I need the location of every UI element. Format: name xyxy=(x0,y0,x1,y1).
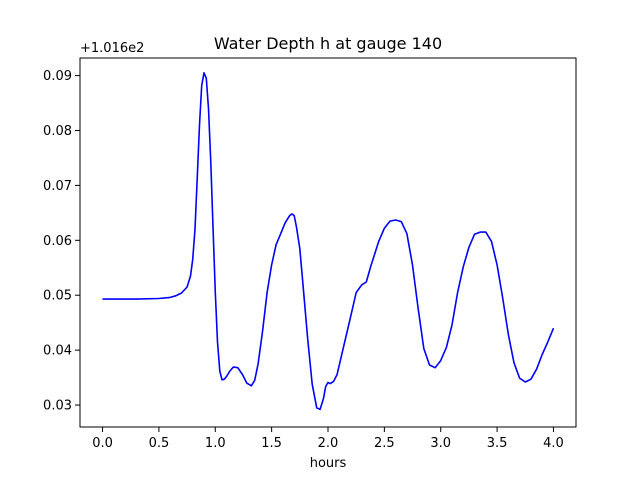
plot-frame xyxy=(79,57,577,428)
chart-title: Water Depth h at gauge 140 xyxy=(214,34,442,53)
y-axis: 0.03 0.04 0.05 0.06 0.07 0.08 0.09 xyxy=(43,69,80,414)
x-axis: 0.0 0.5 1.0 1.5 2.0 2.5 3.0 3.5 4.0 xyxy=(92,427,564,451)
y-tick-label: 0.06 xyxy=(43,234,72,249)
x-tick-label: 2.0 xyxy=(318,436,339,451)
x-tick-label: 3.0 xyxy=(430,436,451,451)
y-tick-label: 0.09 xyxy=(43,69,72,84)
x-tick-label: 1.5 xyxy=(261,436,282,451)
y-tick-label: 0.03 xyxy=(43,399,72,414)
x-axis-label: hours xyxy=(310,456,347,471)
x-tick-label: 0.5 xyxy=(149,436,170,451)
y-offset-label: +1.016e2 xyxy=(80,41,144,56)
x-tick-label: 4.0 xyxy=(543,436,564,451)
x-tick-label: 0.0 xyxy=(92,436,113,451)
plot-area xyxy=(102,72,555,411)
y-tick-label: 0.04 xyxy=(43,344,72,359)
series-line-0 xyxy=(102,72,555,411)
y-tick-label: 0.07 xyxy=(43,179,72,194)
x-tick-label: 1.0 xyxy=(205,436,226,451)
x-tick-label: 2.5 xyxy=(374,436,395,451)
y-tick-label: 0.05 xyxy=(43,289,72,304)
y-tick-label: 0.08 xyxy=(43,124,72,139)
x-tick-label: 3.5 xyxy=(487,436,508,451)
